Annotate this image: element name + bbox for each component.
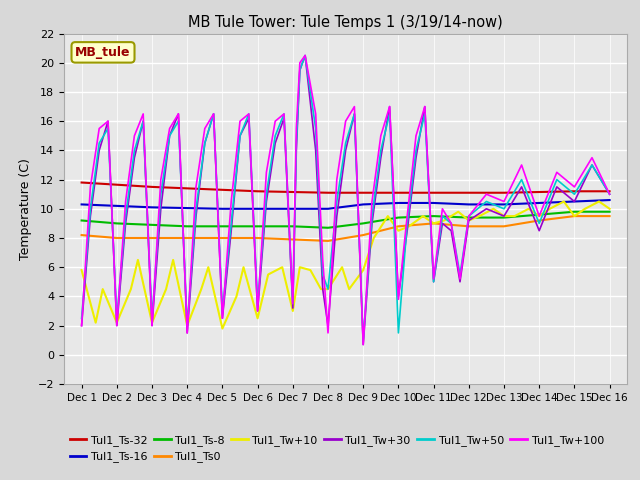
Y-axis label: Temperature (C): Temperature (C) — [19, 158, 32, 260]
Legend: Tul1_Ts-32, Tul1_Ts-16, Tul1_Ts-8, Tul1_Ts0, Tul1_Tw+10, Tul1_Tw+30, Tul1_Tw+50,: Tul1_Ts-32, Tul1_Ts-16, Tul1_Ts-8, Tul1_… — [70, 435, 604, 462]
Text: MB_tule: MB_tule — [76, 46, 131, 59]
Title: MB Tule Tower: Tule Temps 1 (3/19/14-now): MB Tule Tower: Tule Temps 1 (3/19/14-now… — [188, 15, 503, 30]
